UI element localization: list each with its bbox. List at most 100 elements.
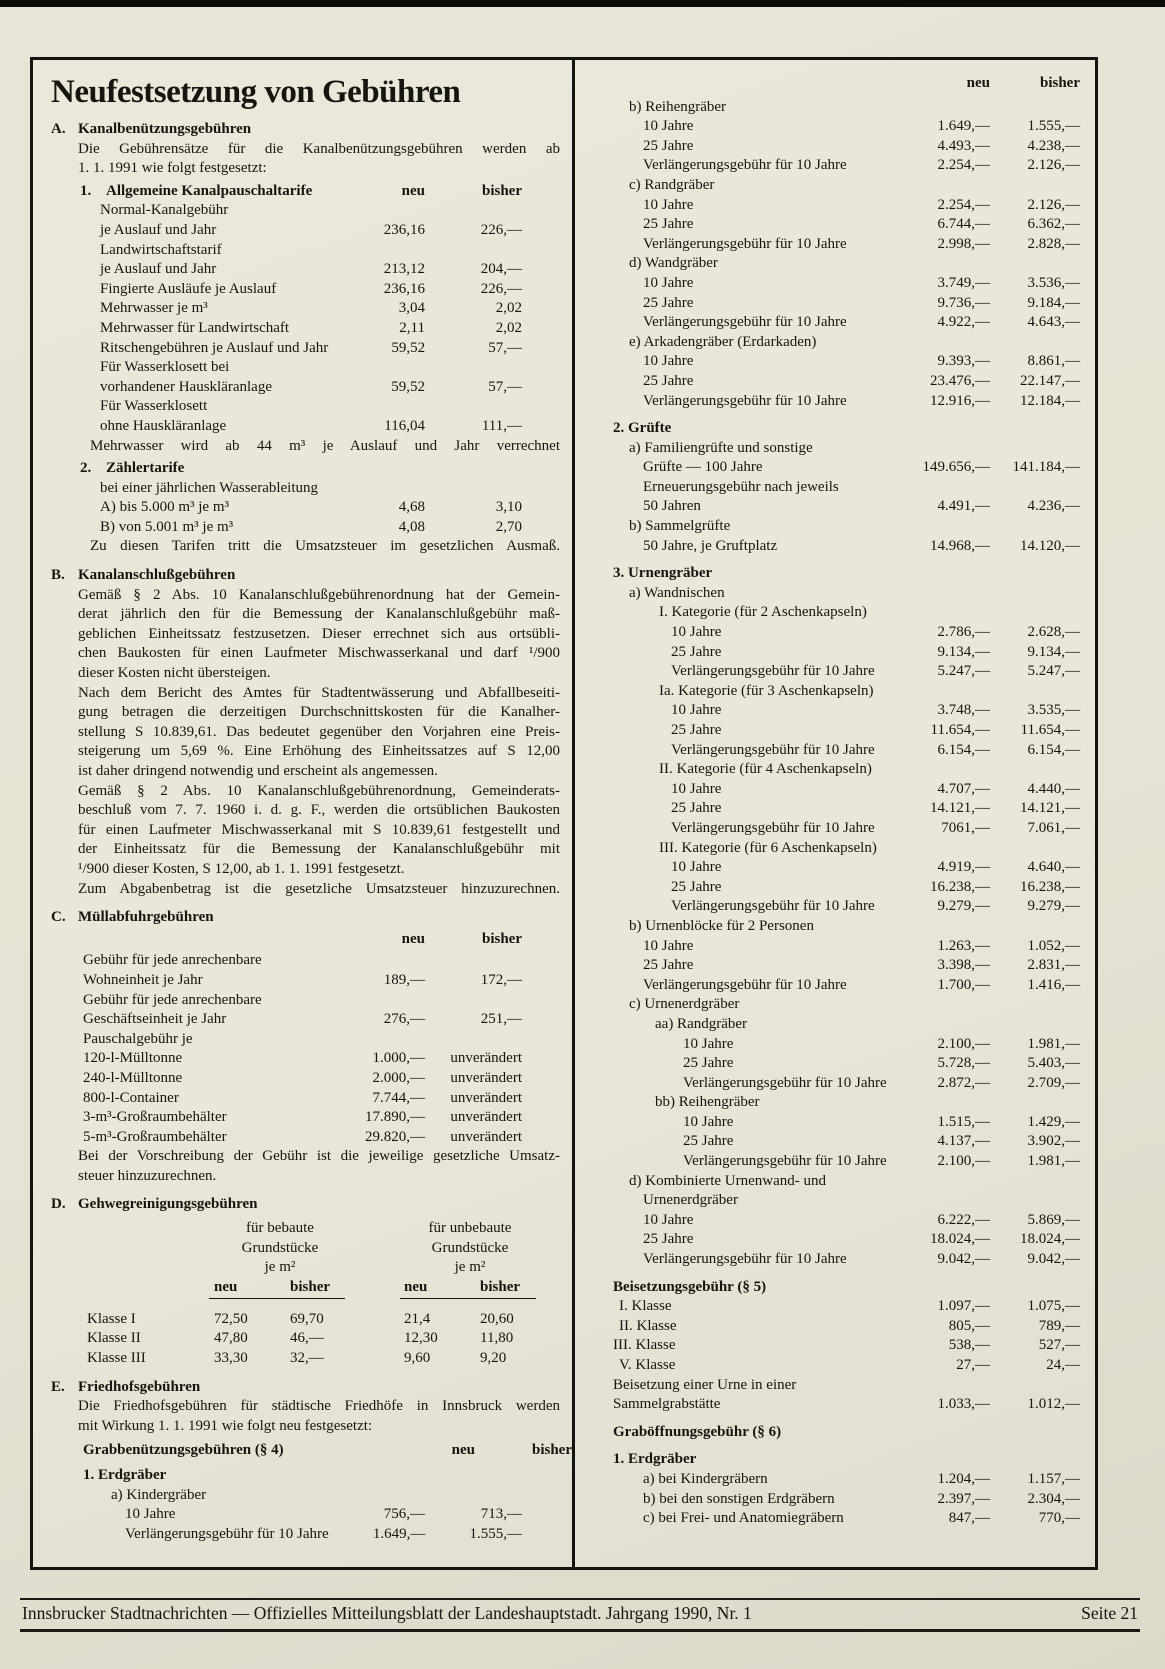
fee-value-neu: 2.000,— [372, 1069, 426, 1086]
fee-value-bisher: 7.061,— [1027, 819, 1081, 836]
fee-label: 50 Jahre, je Gruftplatz [643, 537, 778, 554]
fee-value-bisher: 3.536,— [1027, 274, 1081, 291]
table-col-header: bisher [480, 1278, 521, 1295]
fee-label: bei einer jährlichen Wasserableitung [100, 479, 319, 496]
fee-value-neu: 276,— [383, 1011, 425, 1028]
page-number: Seite 21 [1081, 1603, 1138, 1623]
fee-row: 25 Jahre 18.024,— 18.024,— [575, 1230, 1095, 1250]
fee-label: 10 Jahre [125, 1506, 176, 1523]
fee-row: 25 Jahre 11.654,— 11.654,— [575, 721, 1095, 741]
fee-value-neu: 12.916,— [930, 392, 990, 409]
fee-value-bisher: 5.403,— [1027, 1055, 1081, 1072]
fee-row: 10 Jahre 4.707,— 4.440,— [575, 780, 1095, 800]
fee-value-bisher: 4.236,— [1027, 498, 1081, 515]
section-heading: E. Friedhofsgebühren [33, 1378, 572, 1398]
fee-row: Verlängerungsgebühr für 10 Jahre 5.247,— 5… [575, 662, 1095, 682]
fee-row: a) Familiengrüfte und sonstige [575, 439, 1095, 459]
fee-label: je Auslauf und Jahr [100, 261, 217, 278]
col-header-bisher: bisher [1039, 75, 1080, 91]
fee-row: B) von 5.001 m³ je m³ 4,08 2,70 [33, 518, 572, 538]
fee-value-bisher: 8.861,— [1027, 353, 1081, 370]
fee-row: Geschäftseinheit je Jahr 276,— 251,— [33, 1010, 572, 1030]
paragraph-line: mit Wirkung 1. 1. 1991 wie folgt neu fes… [78, 1417, 373, 1434]
fee-row: III. Klasse 538,— 527,— [575, 1336, 1095, 1356]
fee-value-bisher: 5.869,— [1027, 1211, 1081, 1228]
fee-label: 10 Jahre [683, 1035, 734, 1052]
paragraph-line: ist daher dringend notwendig und erschei… [78, 763, 438, 779]
table-cell: 47,80 [214, 1330, 248, 1347]
fee-label: b) bei den sonstigen Erdgräbern [643, 1490, 835, 1507]
fee-value-bisher: 4.238,— [1027, 137, 1081, 154]
fee-label: Erneuerungsgebühr nach jeweils [643, 478, 839, 495]
fee-value-bisher: 2.831,— [1027, 957, 1081, 974]
fee-value-bisher: 3.902,— [1027, 1133, 1081, 1150]
fee-label: Pauschalgebühr je [83, 1030, 193, 1047]
fee-row: c) bei Frei- und Anatomiegräbern 847,— 770… [575, 1509, 1095, 1529]
fee-label: Mehrwasser je m³ [100, 300, 208, 317]
col-header-neu: neu [401, 930, 425, 947]
fee-label: Verlängerungsgebühr für 10 Jahre [643, 1251, 847, 1268]
fee-value-bisher: 16.238,— [1020, 878, 1080, 895]
fee-row: 10 Jahre 1.649,— 1.555,— [575, 117, 1095, 137]
table-cell: 32,— [290, 1350, 324, 1367]
fee-value-neu: 3.748,— [937, 702, 991, 719]
subsection-heading: 2. Grüfte [613, 420, 672, 437]
fee-label: Verlängerungsgebühr für 10 Jahre [643, 976, 847, 993]
fee-label: Gebühr für jede anrechenbare [83, 952, 262, 969]
fee-value-bisher: 2,02 [495, 300, 522, 317]
fee-value-neu: 23.476,— [930, 372, 990, 389]
fee-row: 25 Jahre 5.728,— 5.403,— [575, 1054, 1095, 1074]
paragraph-line: stellung S 10.839,61. Das bedeutet gegen… [78, 723, 560, 740]
fee-label: Für Wasserklosett [100, 398, 208, 415]
fee-value-neu: 2.254,— [937, 196, 991, 213]
fee-value-neu: 27,— [956, 1357, 990, 1373]
fee-value-bisher: 2.304,— [1027, 1490, 1081, 1507]
fee-value-neu: 2.254,— [937, 157, 991, 174]
table-row-label: Klasse II [87, 1330, 141, 1347]
fee-value-neu: 7.744,— [372, 1089, 426, 1106]
fee-label: II. Klasse [619, 1317, 677, 1334]
fee-label: 25 Jahre [643, 957, 694, 974]
table-underline [400, 1297, 536, 1299]
fee-row: b) Reihengräber [575, 98, 1095, 118]
fee-value-neu: 1.515,— [937, 1113, 991, 1130]
fee-label: 25 Jahre [643, 216, 694, 233]
fee-row: 240-l-Mülltonne 2.000,— unverändert [33, 1069, 572, 1089]
fee-value-bisher: unverändert [450, 1069, 522, 1086]
fee-value-neu: 18.024,— [930, 1231, 990, 1248]
fee-value-neu: 14.968,— [930, 537, 990, 554]
subsection-heading: Beisetzungsgebühr (§ 5) [613, 1278, 767, 1295]
fee-row: 10 Jahre 2.100,— 1.981,— [575, 1035, 1095, 1055]
fee-row: je Auslauf und Jahr 213,12 204,— [33, 260, 572, 280]
fee-value-neu: 3,04 [398, 300, 425, 317]
fee-label: a) Kindergräber [111, 1486, 207, 1503]
fee-value-bisher: 2.828,— [1027, 235, 1081, 252]
fee-value-bisher: 9.279,— [1027, 898, 1081, 915]
fee-label: Normal-Kanalgebühr [100, 202, 229, 219]
col-header-bisher: bisher [531, 1442, 572, 1459]
fee-row: a) Wandnischen [575, 584, 1095, 604]
fee-row: Verlängerungsgebühr für 10 Jahre 2.872,— 2… [575, 1074, 1095, 1094]
section-heading: B. Kanalanschlußgebühren [33, 566, 572, 586]
fee-value-neu: 1.033,— [937, 1396, 991, 1413]
fee-row: Verlängerungsgebühr für 10 Jahre 2.254,— 2… [575, 156, 1095, 176]
fee-value-neu: 116,04 [384, 417, 425, 434]
fee-row: 25 Jahre 6.744,— 6.362,— [575, 215, 1095, 235]
fee-value-bisher: 11.654,— [1020, 722, 1080, 738]
section-heading: C. Müllabfuhrgebühren [33, 908, 572, 928]
fee-value-bisher: 1.555,— [469, 1525, 523, 1542]
fee-value-neu: 4.922,— [937, 314, 991, 331]
fee-label: c) bei Frei- und Anatomiegräbern [643, 1510, 844, 1527]
fee-value-neu: 2,11 [399, 319, 425, 336]
fee-value-neu: 236,16 [383, 280, 425, 297]
fee-value-bisher: 251,— [480, 1011, 522, 1028]
fee-value-bisher: 2.126,— [1027, 196, 1081, 213]
fee-row: Verlängerungsgebühr für 10 Jahre 1.649,— 1… [33, 1525, 572, 1545]
fee-value-neu: 1.204,— [937, 1470, 991, 1487]
subsection-text: 1. Erdgräber [83, 1467, 167, 1484]
fee-row: Ritschengebühren je Auslauf und Jahr 59,5… [33, 339, 572, 359]
fee-label: Verlängerungsgebühr für 10 Jahre [643, 314, 847, 331]
section-heading: A. Kanalbenützungsgebühren [33, 120, 572, 140]
fee-row: b) Sammelgrüfte [575, 517, 1095, 537]
